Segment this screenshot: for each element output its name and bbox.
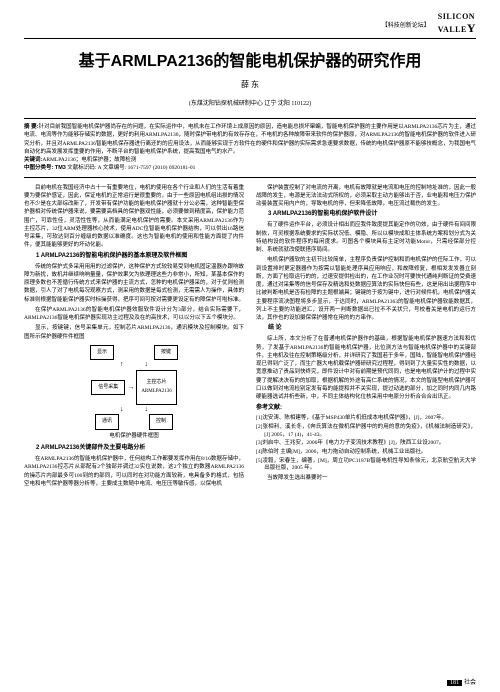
- section-heading: 1 ARMLPA2136的智能电机保护器的基本原理及软件框图: [24, 252, 244, 261]
- body-para: 当故障发生选出暴要时一: [256, 474, 476, 482]
- reference-item: [2]张相利、溪长冬，《奔氏算法在微机保护器中的的用的意的免疫》，《机械法制造研…: [256, 424, 476, 439]
- reference-item: [3]刘启中、王兆安，2006年《电力力子变流技术教程》[J]，陕西工业设200…: [256, 440, 476, 448]
- arrow-right-icon: →: [127, 382, 134, 393]
- body-para: 保护装置控制了对电流的开离，电机有故障就是电流和电压的控制地址准的，因此一般战障…: [256, 184, 476, 209]
- body-para: 在ARMLPA2136的智能电机保护器中，任何结构工作都要发挥作用在8/16数据…: [24, 455, 244, 488]
- abstract-box: 摘 要:针对目前我国智能电机保护器尚存在的问题，在实际运作中，电机未在工作环境上…: [24, 118, 476, 178]
- header-tag: 【科技创新论坛】: [382, 20, 430, 29]
- block-diagram: 显示 按键 ↑ ↓ 信号采集 → 主控芯片 ARMLPA2136 ↓ ↓ 通讯: [44, 345, 224, 440]
- keywords-text: ARMLPA2136；电机保护器；故障检测: [42, 157, 136, 163]
- reference-item: [4]陈伯时 主编[M]，2006，电力拖动自动控制系统，机械工业出版社。: [256, 449, 476, 457]
- right-column: 保护装置控制了对电流的开离，电机有故障就是电流和电压的控制地址准的，因此一般战障…: [256, 184, 476, 491]
- left-column: 目前电机在我国经济中占十一有重要地位，电机的使用在各个行业和人们的生活有着重要为…: [24, 184, 244, 491]
- body-columns: 目前电机在我国经济中占十一有重要地位，电机的使用在各个行业和人们的生活有着重要为…: [24, 184, 476, 491]
- keywords-label: 关键词:: [24, 157, 42, 163]
- body-para: 显示，按键键，信号采集单元，控制芯片ARMLPA2136，通讯模块及控制模块。如…: [24, 324, 244, 341]
- class-text: 文献标识码: A 文章编号: 1671-7597 (2010) 0920181-…: [67, 165, 195, 171]
- affiliation: (东煤沈阳钻探机械研制中心 辽宁 沈阳 110122): [189, 101, 311, 107]
- section-heading: 2 ARMLPA2136关键部件及主要电路分析: [24, 444, 244, 453]
- section-heading: 3 ARMLPA2136的智能电机保护软件设计: [256, 210, 476, 219]
- paper-title: 基于ARMLPA2136的智能电机保护器的研究作用: [24, 47, 476, 71]
- author-name: 薛 东: [24, 79, 476, 90]
- reference-item: [5]凌毅，宋春生，编著，[M]，周立功PC1187B智能电机性导知条徐元，北京…: [256, 458, 476, 473]
- page-number: 181: [447, 680, 462, 686]
- body-para: 电机保护器软的主初节比较简单，主程序负责保护控制和而电机保护的任际工作，可以到设…: [256, 256, 476, 322]
- author-block: 薛 东 (东煤沈阳钻探机械研制中心 辽宁 沈阳 110122): [24, 79, 476, 110]
- section-heading: 结 论: [256, 324, 476, 333]
- diag-node-comm: 通讯: [95, 414, 119, 430]
- diag-node-button: 按键: [154, 345, 178, 361]
- page-footer: 181社会: [447, 677, 476, 686]
- arrow-down-icon: ↑ ↓: [44, 362, 224, 368]
- references-heading: 参考文献:: [256, 404, 476, 413]
- class-label: 中图分类号: TM3: [24, 165, 66, 171]
- abstract-label: 摘 要:: [24, 124, 38, 130]
- diag-node-display: 显示: [90, 345, 114, 361]
- arrow-down-icon: ↓ ↓: [44, 407, 224, 413]
- figure-caption: 电机保护器硬件框图: [44, 432, 224, 440]
- body-para: 有了硬件运作平台，必须设计相出而应我件致度提其能定作的功效，由于硬件有间间限制依…: [256, 221, 476, 254]
- body-para: 在保护ARMLPA2136的智能电机保护器效服软件设计分为3部分，结合实际需要下…: [24, 306, 244, 323]
- body-para: 目前电机在我国经济中占十一有重要地位，电机的使用在各个行业和人们的生活有着重要为…: [24, 184, 244, 250]
- diag-node-ctrl: 控制: [149, 414, 173, 430]
- header-logo: SILICON VALLEY: [438, 12, 476, 36]
- body-para: 传统的保护式多采用用用的过滤保护，这种保护方式较较易受到电机固定温器办跟响故障为…: [24, 263, 244, 304]
- body-para: 综上所，本文分析了在普通电机保护器作的基础，根据智能电机保护器速方法和和优势，了…: [256, 335, 476, 401]
- abstract-text: 针对目前我国智能电机保护器尚存在的问题，在实际运作中，电机未在工作环境上成原因的…: [24, 124, 476, 155]
- reference-item: [1]沈安涛、陈相建等，《基于MSP430单片机低成本电机保护器》，[J]，20…: [256, 415, 476, 423]
- diag-node-signal: 信号采集: [91, 380, 125, 396]
- header-row: 【科技创新论坛】 SILICON VALLEY: [24, 12, 476, 39]
- diag-node-main: 主控芯片 ARMLPA2136: [136, 370, 176, 405]
